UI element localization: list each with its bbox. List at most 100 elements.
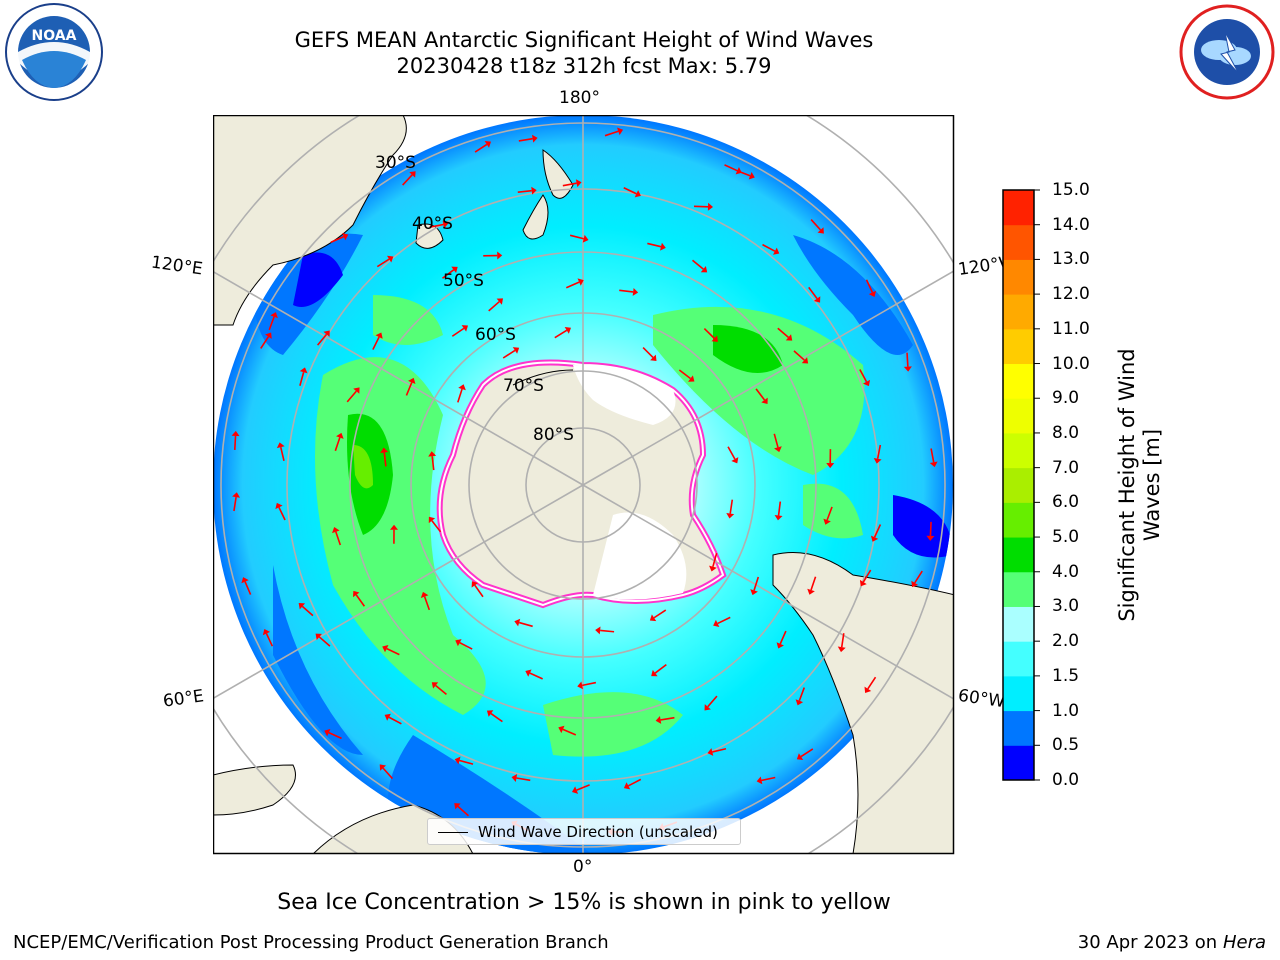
new-zealand-south <box>522 194 549 240</box>
colorbar-tick-label: 4.0 <box>1052 561 1080 582</box>
wave-direction-arrow <box>623 187 641 198</box>
colorbar-label: Significant Height of Wind Waves [m] <box>1115 348 1164 622</box>
map-frame <box>213 115 955 855</box>
wave-direction-arrow <box>429 220 449 229</box>
nws-logo <box>1179 4 1275 100</box>
colorbar-segment <box>1003 363 1034 399</box>
colorbar-tick-label: 7.0 <box>1052 457 1080 478</box>
colorbar-segment <box>1003 571 1034 607</box>
colorbar-tick-label: 10.0 <box>1052 353 1090 374</box>
lat-label-30s: 30°S <box>375 153 416 173</box>
wave-direction-arrow <box>755 388 768 405</box>
colorbar-tick-label: 14.0 <box>1052 214 1090 235</box>
wave-direction-arrow <box>420 591 431 611</box>
wave-direction-arrow <box>703 327 718 342</box>
wave-direction-arrow <box>442 266 458 279</box>
colorbar-tick-label: 12.0 <box>1052 284 1090 305</box>
wave-direction-arrow <box>262 628 274 647</box>
colorbar-segment <box>1003 502 1034 538</box>
wave-direction-arrow <box>376 255 394 268</box>
wave-direction-arrow <box>870 524 882 542</box>
colorbar-segment <box>1003 675 1034 712</box>
south-america-land <box>772 552 954 854</box>
new-zealand-north <box>542 149 574 199</box>
wave-direction-arrow <box>525 669 543 680</box>
wave-direction-arrow <box>332 527 342 546</box>
wave-direction-arrow <box>562 179 582 188</box>
wave-direction-arrow <box>808 286 821 303</box>
lat-label-40s: 40°S <box>412 214 453 234</box>
wave-direction-arrow <box>651 663 667 677</box>
colorbar-segment <box>1003 190 1034 226</box>
colorbar-tick-label: 3.0 <box>1052 596 1080 617</box>
wave-direction-arrow <box>428 451 437 471</box>
wave-direction-arrow <box>826 449 835 469</box>
noaa-logo: NOAA <box>5 3 103 101</box>
wave-direction-arrow <box>709 552 718 572</box>
colorbar-tick-label: 5.0 <box>1052 527 1080 548</box>
wave-direction-arrow <box>810 219 824 234</box>
wave-direction-arrow <box>649 609 667 622</box>
wave-direction-arrow <box>911 570 923 588</box>
wave-direction-arrow <box>382 645 400 656</box>
wave-direction-arrow <box>315 633 331 647</box>
wave-direction-arrow <box>727 446 739 464</box>
wave-direction-arrow <box>486 710 503 723</box>
wave-direction-arrow <box>837 633 846 653</box>
wave-direction-arrow <box>577 681 597 690</box>
wave-direction-arrow <box>488 298 504 312</box>
chart-title-line2: 20230428 t18z 312h fcst Max: 5.79 <box>396 54 772 78</box>
colorbar-segment <box>1003 224 1034 260</box>
wave-direction-arrow <box>352 590 366 607</box>
wave-direction-arrow <box>454 803 469 817</box>
wave-direction-arrow <box>372 332 383 350</box>
colorbar <box>1002 189 1040 781</box>
wave-direction-arrow <box>707 747 727 756</box>
wave-direction-arrow <box>873 444 882 464</box>
wave-direction-arrow <box>713 616 731 628</box>
colorbar-tick-label: 11.0 <box>1052 318 1090 339</box>
wave-direction-arrow <box>384 713 402 725</box>
wave-direction-arrow <box>864 676 877 694</box>
colorbar-segment <box>1003 537 1034 573</box>
footer-right: 30 Apr 2023 on Hera <box>1078 932 1266 953</box>
wave-direction-arrow <box>268 312 278 331</box>
footer-left: NCEP/EMC/Verification Post Processing Pr… <box>13 932 609 953</box>
wave-direction-arrow <box>569 234 589 243</box>
wave-direction-arrow <box>299 367 308 386</box>
wave-direction-arrow <box>483 251 503 260</box>
colorbar-tick-label: 1.0 <box>1052 700 1080 721</box>
chart-title-line1: GEFS MEAN Antarctic Significant Height o… <box>294 28 874 52</box>
wave-direction-arrow <box>750 576 760 596</box>
colorbar-tick-label: 15.0 <box>1052 180 1090 200</box>
colorbar-tick-label: 2.0 <box>1052 631 1080 652</box>
wave-direction-arrow <box>241 577 252 595</box>
wave-direction-arrow <box>324 729 342 740</box>
colorbar-segment <box>1003 467 1034 503</box>
lat-label-80s: 80°S <box>533 425 574 445</box>
wave-direction-arrow <box>726 499 735 519</box>
colorbar-tick-label: 6.0 <box>1052 492 1080 513</box>
lon-label-0: 0° <box>573 857 593 877</box>
wave-direction-arrow <box>756 776 776 785</box>
wave-direction-arrow <box>558 725 577 736</box>
colorbar-segment <box>1003 641 1034 677</box>
wave-direction-arrow <box>454 756 474 765</box>
meridian-lines <box>213 115 954 854</box>
wave-direction-arrow <box>514 618 533 628</box>
wave-direction-arrow <box>647 242 666 251</box>
wave-direction-arrow <box>793 350 809 364</box>
wave-direction-arrow <box>655 715 675 724</box>
wave-direction-arrow <box>380 447 389 467</box>
wave-direction-arrow <box>232 492 241 512</box>
lat-label-70s: 70°S <box>503 376 544 396</box>
wave-direction-arrow <box>865 279 877 297</box>
map-legend: Wind Wave Direction (unscaled) <box>427 818 741 845</box>
wave-direction-arrow <box>471 581 484 598</box>
sea-ice-note: Sea Ice Concentration > 15% is shown in … <box>277 890 891 915</box>
wave-direction-arrow <box>379 764 394 780</box>
wave-direction-arrow <box>405 377 416 396</box>
lon-label-60w: 60°W <box>956 685 1007 713</box>
colorbar-segment <box>1003 259 1034 295</box>
wave-direction-arrow <box>275 502 286 521</box>
